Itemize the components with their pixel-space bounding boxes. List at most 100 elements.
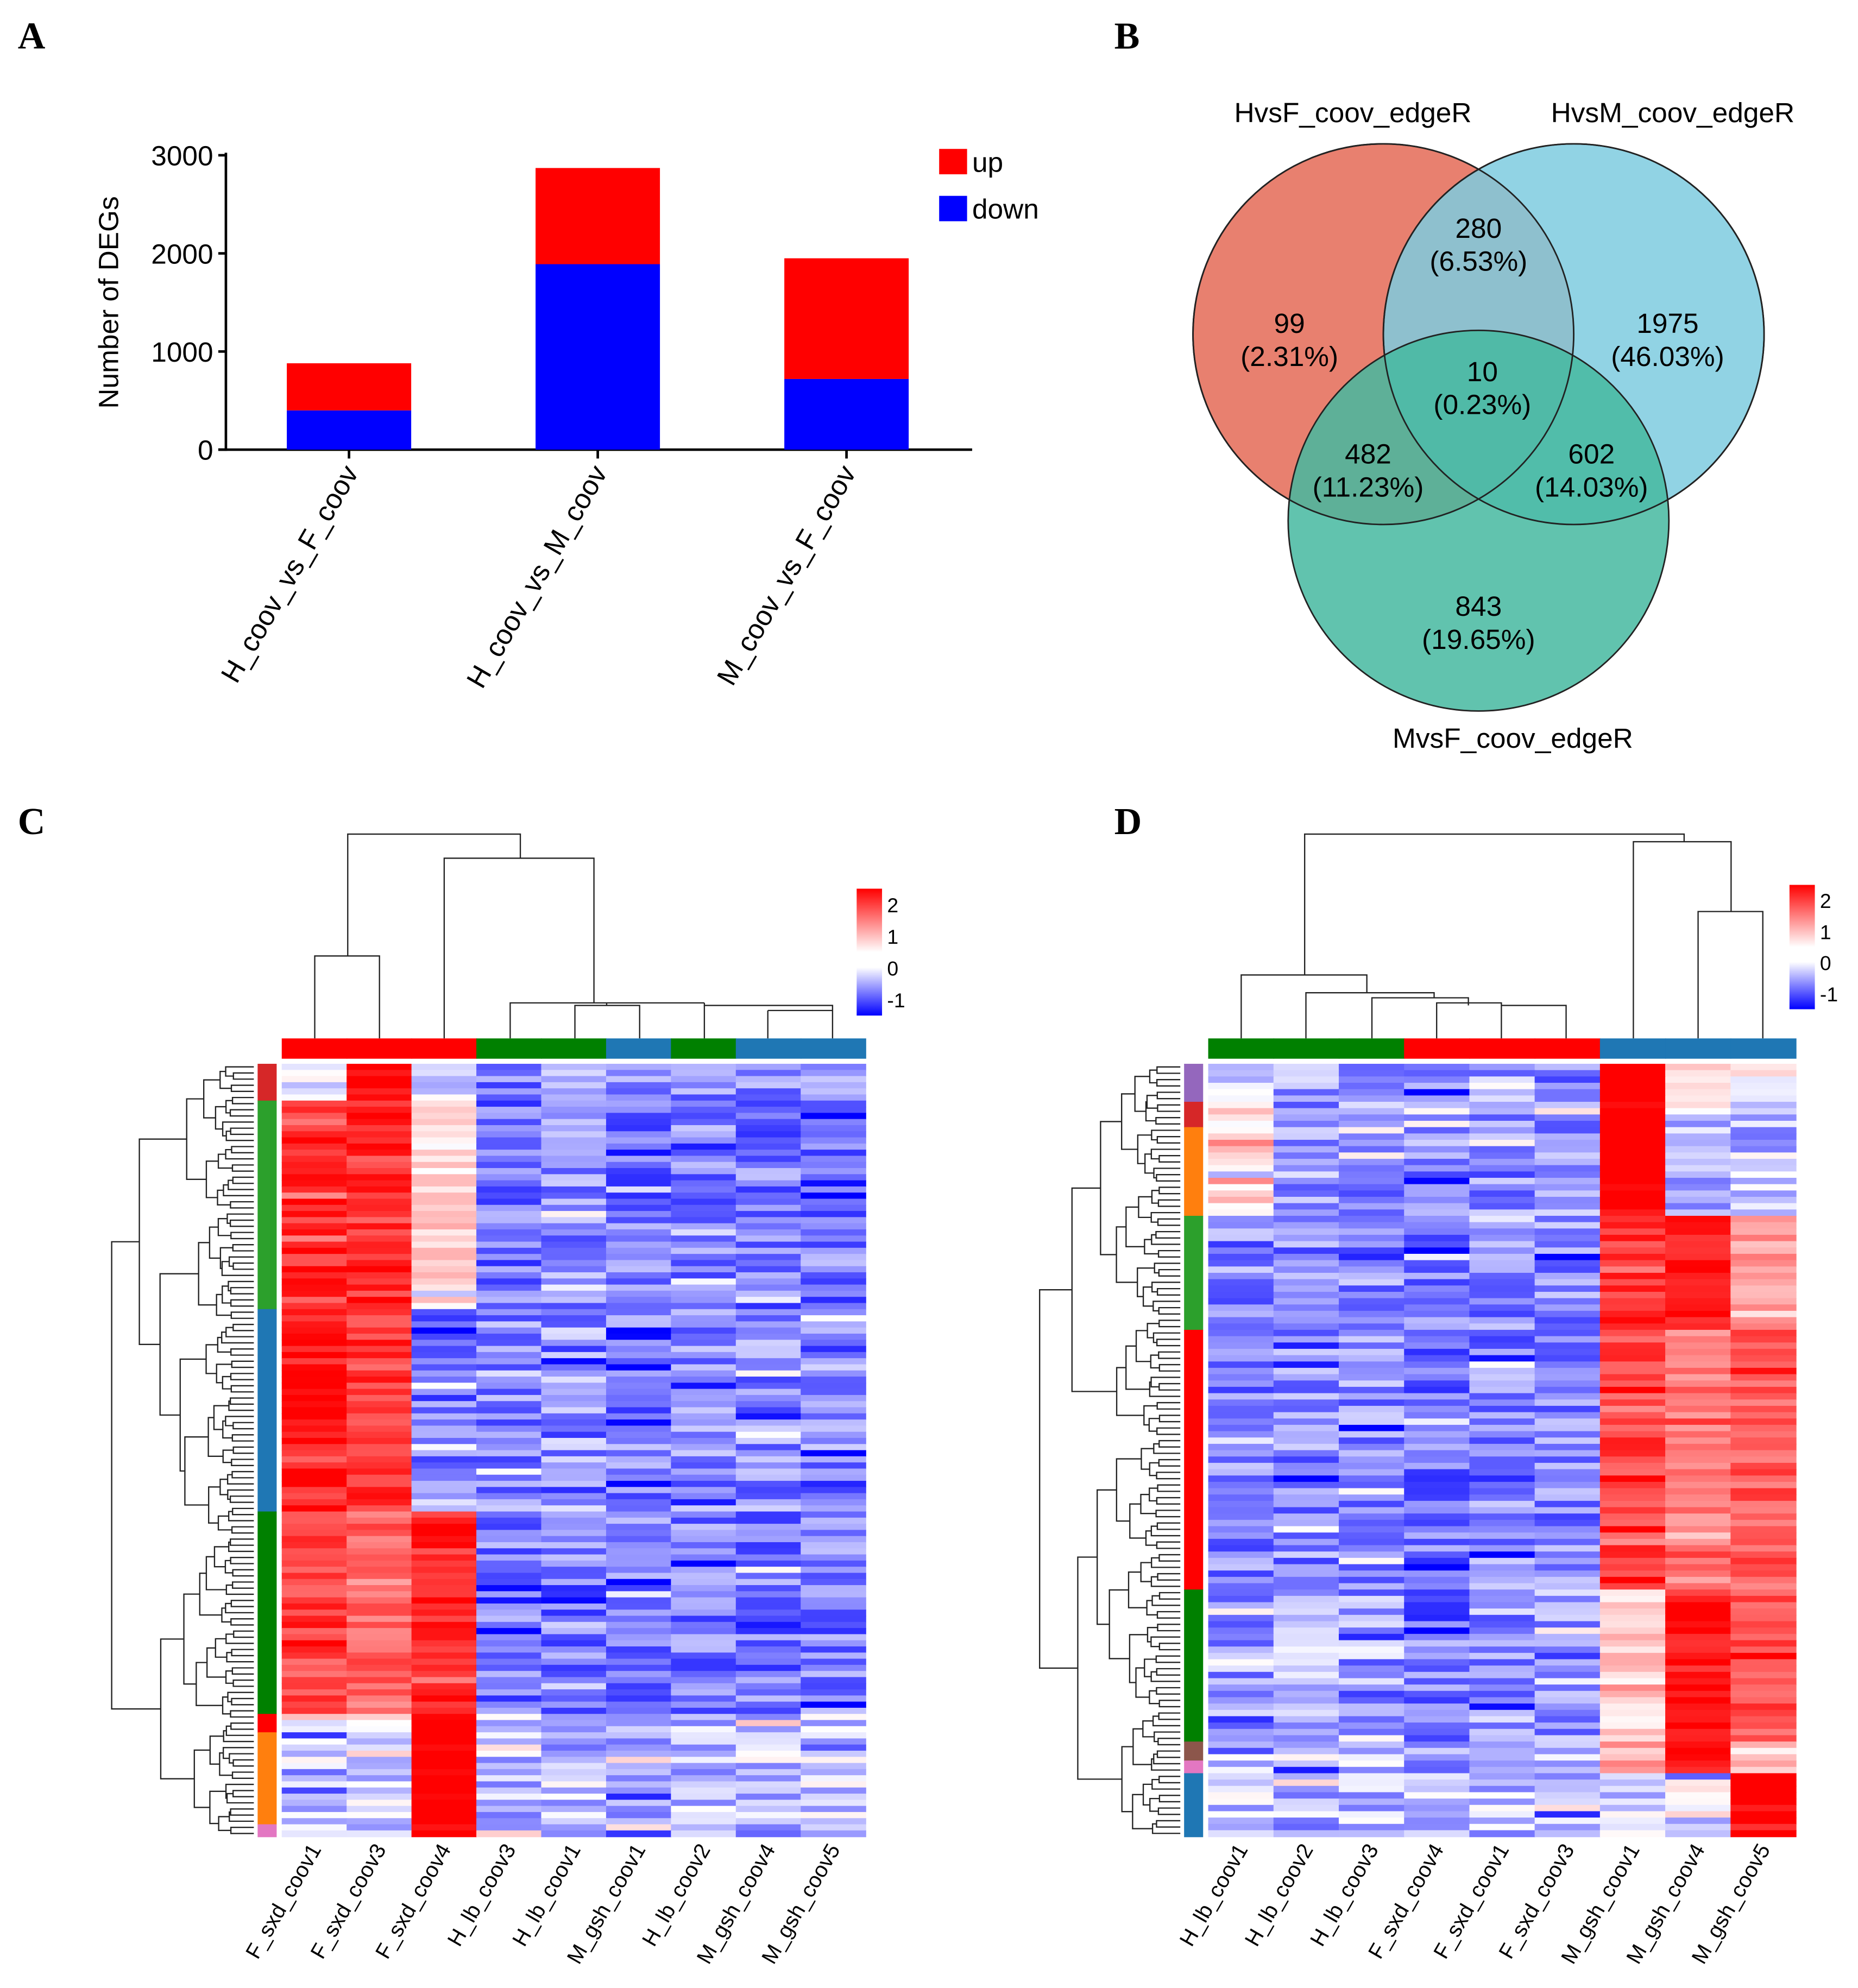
heatmap-cell [801,1548,866,1555]
heatmap-cell [1730,1608,1797,1616]
dendrogram-branch [183,1593,200,1685]
dendrogram-branch [1100,1121,1122,1255]
dendrogram-branch [1158,1592,1181,1600]
column-group-bar [1208,1038,1274,1059]
heatmap-cell [606,1628,672,1635]
heatmap-cell [671,1413,736,1421]
heatmap-cell [735,1744,802,1752]
heatmap-cell [1273,1437,1340,1445]
heatmap-cell [606,1615,672,1623]
heatmap-cell [735,1223,802,1230]
heatmap-cell [281,1542,348,1549]
heatmap-cell [347,1812,412,1819]
heatmap-cell [476,1628,542,1635]
colorbar [1789,885,1815,1009]
heatmap-cell [347,1493,412,1500]
dendrogram-branch [213,1405,229,1430]
heatmap-cell [1404,1697,1470,1705]
heatmap-cell [1534,1146,1601,1153]
heatmap-cell [735,1695,802,1702]
heatmap-cell [347,1610,412,1617]
heatmap-cell [1730,1804,1797,1812]
heatmap-cell [671,1303,736,1310]
dendrogram-branch [219,1070,232,1089]
heatmap-cell [1273,1811,1340,1819]
heatmap-cell [1730,1665,1797,1673]
heatmap-cell [281,1119,348,1126]
heatmap-cell [801,1131,866,1138]
heatmap-cell [1339,1728,1405,1736]
heatmap-cell [1208,1779,1274,1787]
venn-region-pct: (19.65%) [1422,623,1535,655]
heatmap-cell [1469,1222,1535,1229]
heatmap-cell [1730,1513,1797,1521]
heatmap-cell [671,1474,736,1482]
heatmap-cell [1404,1171,1470,1179]
heatmap-cell [1534,1399,1601,1407]
heatmap-cell [541,1107,607,1114]
heatmap-cell [606,1070,672,1077]
heatmap-cell [671,1100,736,1108]
heatmap-cell [1273,1234,1340,1242]
dendrogram-branch [222,1747,254,1759]
heatmap-cell [606,1646,672,1653]
heatmap-cell [1404,1823,1470,1831]
heatmap-cell [801,1646,866,1653]
heatmap-cell [606,1530,672,1537]
heatmap-cell [476,1082,542,1089]
dendrogram-branch [232,1446,254,1454]
heatmap-cell [1730,1633,1797,1641]
heatmap-cell [1599,1266,1666,1274]
heatmap-cell [1534,1659,1601,1667]
heatmap-cell [735,1150,802,1157]
heatmap-cell [541,1481,607,1488]
heatmap-cell [1534,1602,1601,1610]
heatmap-cell [1469,1139,1535,1147]
dendrogram-branch [1129,1634,1148,1683]
heatmap-cell [1469,1678,1535,1686]
heatmap-cell [671,1830,736,1838]
panel-label-a: A [18,16,46,58]
heatmap-cell [1404,1804,1470,1812]
heatmap-cell [1730,1532,1797,1540]
heatmap-cell [1404,1165,1470,1172]
column-group-bar [671,1038,736,1059]
heatmap-cell [411,1364,477,1371]
colorbar [856,888,883,1016]
colorbar-tick-label: 1 [1820,920,1831,943]
heatmap-cell [1208,1437,1274,1445]
heatmap-cell [1273,1196,1340,1204]
heatmap-cell [1208,1551,1274,1559]
heatmap-cell [671,1389,736,1396]
heatmap-cell [1339,1171,1405,1179]
heatmap-cell [1730,1095,1797,1103]
heatmap-cell [347,1150,412,1157]
heatmap-cell [1665,1532,1731,1540]
dendrogram-branch [205,1160,219,1198]
heatmap-cell [1665,1393,1731,1400]
heatmap-cell [1730,1317,1797,1324]
heatmap-cell [541,1143,607,1151]
heatmap-cell [1208,1507,1274,1514]
column-group-bar [281,1038,348,1059]
dendrogram-branch [232,1790,254,1797]
heatmap-cell [1599,1576,1666,1584]
heatmap-cell [801,1143,866,1151]
heatmap-cell [541,1781,607,1788]
heatmap-cell [1339,1146,1405,1153]
heatmap-cell [1208,1811,1274,1819]
heatmap-cell [1404,1184,1470,1191]
heatmap-cell [347,1450,412,1457]
heatmap-cell [606,1781,672,1788]
heatmap-cell [281,1235,348,1242]
heatmap-cell [735,1211,802,1218]
heatmap-cell [1469,1570,1535,1578]
heatmap-cell [1404,1095,1470,1103]
heatmap-cell [541,1671,607,1678]
heatmap-cell [1534,1418,1601,1426]
heatmap-cell [347,1315,412,1322]
heatmap-cell [281,1162,348,1169]
heatmap-cell [1534,1133,1601,1141]
row-cluster-bar [257,1100,277,1310]
